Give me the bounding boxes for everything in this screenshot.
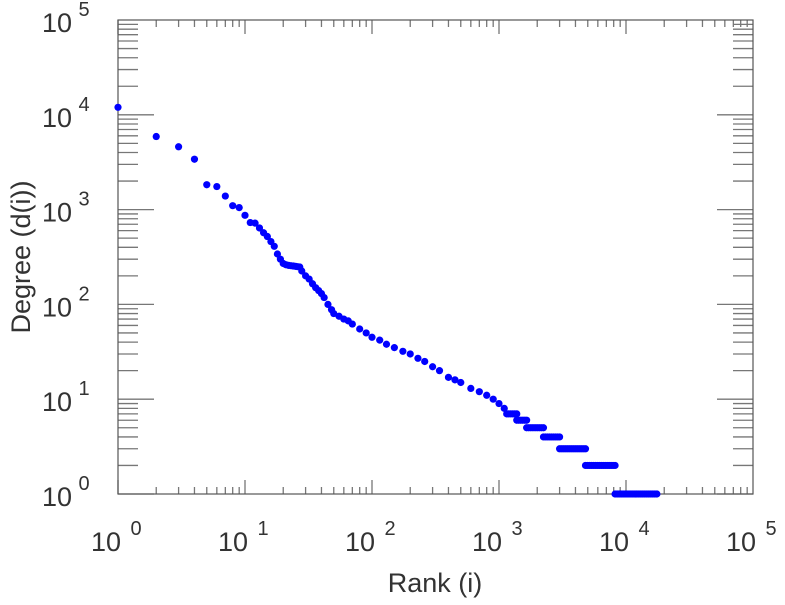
y-tick-exponent: 4	[78, 94, 89, 116]
data-point	[324, 300, 332, 308]
y-tick-exponent: 2	[78, 283, 89, 305]
x-tick-label: 10	[472, 527, 502, 557]
y-axis-label: Degree (d(i))	[6, 180, 36, 333]
x-tick-labels: 10 0 10 1 10 2 10 3 10 4 10 5	[91, 518, 777, 557]
data-point	[348, 320, 356, 328]
x-tick-label: 10	[91, 527, 121, 557]
axis-ticks	[117, 20, 753, 495]
y-tick-label: 10	[42, 8, 72, 38]
data-point	[251, 219, 259, 227]
x-tick-exponent: 0	[130, 518, 141, 540]
data-point	[483, 391, 491, 399]
x-tick-exponent: 4	[638, 518, 649, 540]
data-point	[362, 329, 370, 337]
data-point	[421, 357, 429, 366]
y-tick-label: 10	[42, 482, 72, 512]
data-point	[513, 410, 521, 418]
x-tick-exponent: 3	[511, 518, 522, 540]
data-point	[235, 203, 243, 212]
data-point	[475, 388, 483, 396]
data-point	[489, 395, 497, 403]
data-point	[152, 132, 160, 141]
x-tick-label: 10	[726, 527, 756, 557]
data-points	[114, 103, 661, 498]
data-point	[457, 378, 465, 387]
data-point	[414, 354, 422, 362]
data-point	[581, 445, 590, 453]
y-tick-exponent: 0	[78, 473, 89, 495]
x-axis-label: Rank (i)	[388, 568, 483, 598]
x-tick-exponent: 1	[257, 518, 268, 540]
data-point	[229, 202, 237, 210]
y-tick-label: 10	[42, 103, 72, 133]
data-point	[190, 155, 199, 163]
data-point	[376, 336, 384, 344]
data-point	[555, 433, 564, 441]
data-point	[263, 232, 271, 241]
y-tick-labels: 10 0 10 1 10 2 10 3 10 4 10 5	[42, 0, 90, 512]
data-point	[298, 267, 306, 275]
x-tick-exponent: 5	[765, 518, 776, 540]
y-tick-exponent: 3	[78, 189, 89, 211]
data-point	[174, 143, 183, 151]
data-point	[539, 424, 548, 432]
data-point	[399, 347, 407, 355]
data-point	[611, 461, 619, 470]
data-point	[428, 363, 437, 371]
data-point	[255, 224, 264, 232]
plot-frame	[117, 19, 754, 495]
data-point	[523, 416, 531, 424]
data-point	[320, 293, 328, 302]
y-tick-label: 10	[42, 198, 72, 228]
data-point	[444, 373, 453, 381]
data-point	[390, 344, 398, 352]
y-tick-exponent: 5	[78, 0, 89, 21]
data-point	[467, 384, 475, 392]
data-point	[213, 182, 221, 191]
x-tick-label: 10	[599, 527, 629, 557]
data-point	[114, 103, 122, 111]
data-point	[435, 367, 444, 375]
x-tick-exponent: 2	[384, 518, 395, 540]
data-point	[203, 181, 211, 189]
data-point	[451, 376, 459, 384]
x-tick-label: 10	[218, 527, 248, 557]
data-point	[406, 350, 414, 358]
data-point	[270, 242, 278, 250]
data-point	[500, 404, 508, 412]
data-point	[356, 325, 364, 333]
data-point	[653, 490, 661, 498]
data-point	[382, 340, 391, 348]
y-tick-label: 10	[42, 387, 72, 417]
data-point	[221, 192, 229, 200]
data-point	[495, 399, 503, 408]
data-point	[241, 211, 249, 219]
data-point	[368, 333, 376, 341]
y-tick-exponent: 1	[78, 378, 89, 400]
x-tick-label: 10	[345, 527, 375, 557]
y-tick-label: 10	[42, 292, 72, 322]
